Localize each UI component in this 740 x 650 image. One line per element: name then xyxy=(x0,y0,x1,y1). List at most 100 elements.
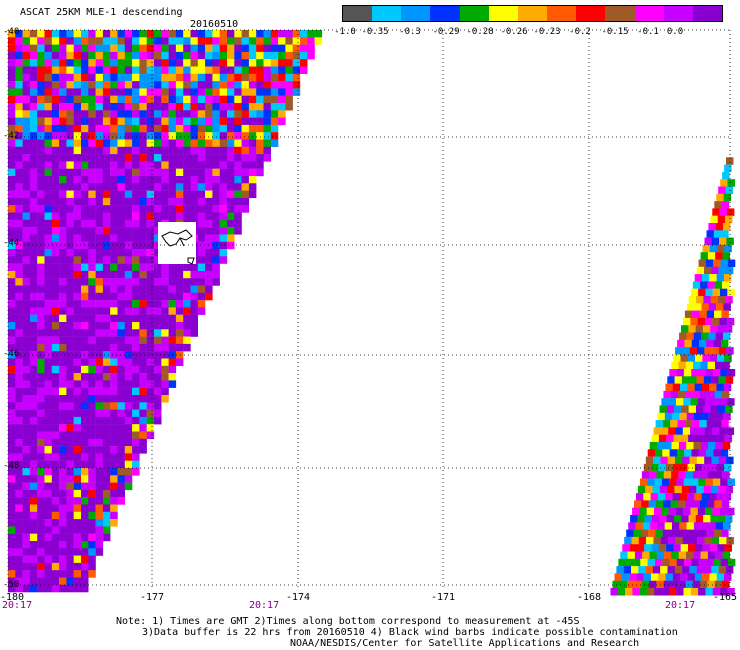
swath-cell xyxy=(124,424,133,432)
swath-cell xyxy=(81,548,89,556)
swath-cell xyxy=(8,548,16,556)
swath-cell xyxy=(146,292,155,301)
swath-cell xyxy=(29,154,38,162)
swath-cell xyxy=(81,212,89,220)
swath-cell xyxy=(278,30,286,38)
swath-cell xyxy=(66,409,74,418)
swath-cell xyxy=(51,584,60,593)
swath-cell xyxy=(205,205,213,213)
swath-cell xyxy=(711,266,719,275)
swath-cell xyxy=(73,278,82,286)
swath-cell xyxy=(66,37,74,45)
color-scale-segment xyxy=(692,6,723,21)
swath-cell xyxy=(124,329,133,337)
swath-cell xyxy=(721,500,730,508)
swath-cell xyxy=(660,536,669,545)
swath-cell xyxy=(8,322,16,330)
swath-cell xyxy=(8,95,16,104)
swath-cell xyxy=(88,146,96,155)
swath-cell xyxy=(696,266,705,275)
swath-cell xyxy=(132,322,140,330)
swath-cell xyxy=(44,504,52,512)
swath-cell xyxy=(161,343,169,352)
swath-cell xyxy=(205,146,213,155)
swath-cell xyxy=(51,44,60,53)
swath-cell xyxy=(22,146,31,155)
swath-cell xyxy=(117,497,125,505)
swath-cell xyxy=(715,223,724,231)
swath-cell xyxy=(705,507,713,516)
swath-cell xyxy=(44,270,52,279)
swath-cell xyxy=(139,73,147,82)
swath-cell xyxy=(212,205,220,213)
swath-cell xyxy=(168,300,177,308)
swath-cell xyxy=(59,154,67,162)
swath-cell xyxy=(693,522,702,530)
swath-cell xyxy=(8,438,16,447)
swath-cell xyxy=(66,110,74,118)
swath-cell xyxy=(722,281,730,289)
swath-cell xyxy=(88,329,96,337)
swath-cell xyxy=(701,303,709,311)
swath-cell xyxy=(37,212,45,220)
swath-cell xyxy=(146,30,155,38)
swath-cell xyxy=(124,161,133,169)
swath-cell xyxy=(88,161,96,169)
swath-cell xyxy=(718,186,726,194)
swath-cell xyxy=(81,270,89,279)
swath-cell xyxy=(718,296,726,304)
swath-cell xyxy=(724,573,732,581)
swath-cell xyxy=(95,95,104,104)
swath-cell xyxy=(723,383,732,392)
swath-cell xyxy=(647,478,655,486)
swath-cell xyxy=(227,88,235,96)
swath-cell xyxy=(724,325,733,333)
swath-cell xyxy=(8,227,16,235)
swath-cell xyxy=(117,336,125,345)
swath-cell xyxy=(723,223,731,231)
swath-cell xyxy=(110,416,118,425)
swath-cell xyxy=(710,296,719,304)
swath-cell xyxy=(15,161,23,169)
swath-cell xyxy=(88,504,96,512)
swath-cell xyxy=(44,497,52,505)
swath-cell xyxy=(73,37,82,45)
swath-cell xyxy=(73,234,82,242)
swath-cell xyxy=(704,266,712,275)
swath-cell xyxy=(44,249,52,257)
swath-cell xyxy=(190,37,198,45)
swath-cell xyxy=(168,314,177,323)
swath-cell xyxy=(683,398,691,406)
swath-cell xyxy=(88,212,96,220)
swath-cell xyxy=(146,227,155,235)
swath-cell xyxy=(88,263,96,272)
swath-cell xyxy=(81,562,89,571)
swath-cell xyxy=(51,431,60,439)
swath-cell xyxy=(117,468,125,476)
swath-cell xyxy=(139,124,147,133)
swath-cell xyxy=(66,307,74,315)
swath-cell xyxy=(15,51,23,60)
swath-cell xyxy=(110,409,118,418)
swath-cell xyxy=(205,139,213,147)
swath-cell xyxy=(146,336,155,345)
swath-cell xyxy=(190,110,198,118)
swath-cell xyxy=(95,234,104,242)
swath-cell xyxy=(44,168,52,177)
swath-cell xyxy=(183,329,191,337)
swath-cell xyxy=(66,570,74,578)
swath-cell xyxy=(720,449,729,457)
swath-cell xyxy=(81,88,89,96)
swath-cell xyxy=(95,460,104,469)
swath-cell xyxy=(95,37,104,45)
swath-cell xyxy=(227,190,235,199)
swath-cell xyxy=(648,500,657,508)
swath-cell xyxy=(687,354,696,362)
swath-cell xyxy=(44,402,52,410)
swath-cell xyxy=(88,475,96,483)
swath-cell xyxy=(725,405,733,413)
swath-cell xyxy=(175,146,184,155)
swath-cell xyxy=(117,475,125,483)
swath-cell xyxy=(175,278,184,286)
swath-cell xyxy=(175,300,184,308)
